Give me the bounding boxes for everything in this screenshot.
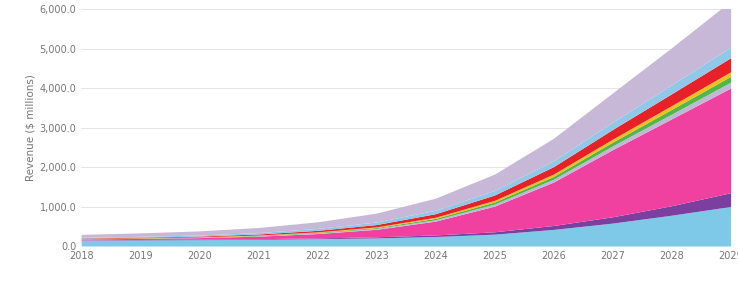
Y-axis label: Revenue ($ millions): Revenue ($ millions) xyxy=(25,74,35,181)
